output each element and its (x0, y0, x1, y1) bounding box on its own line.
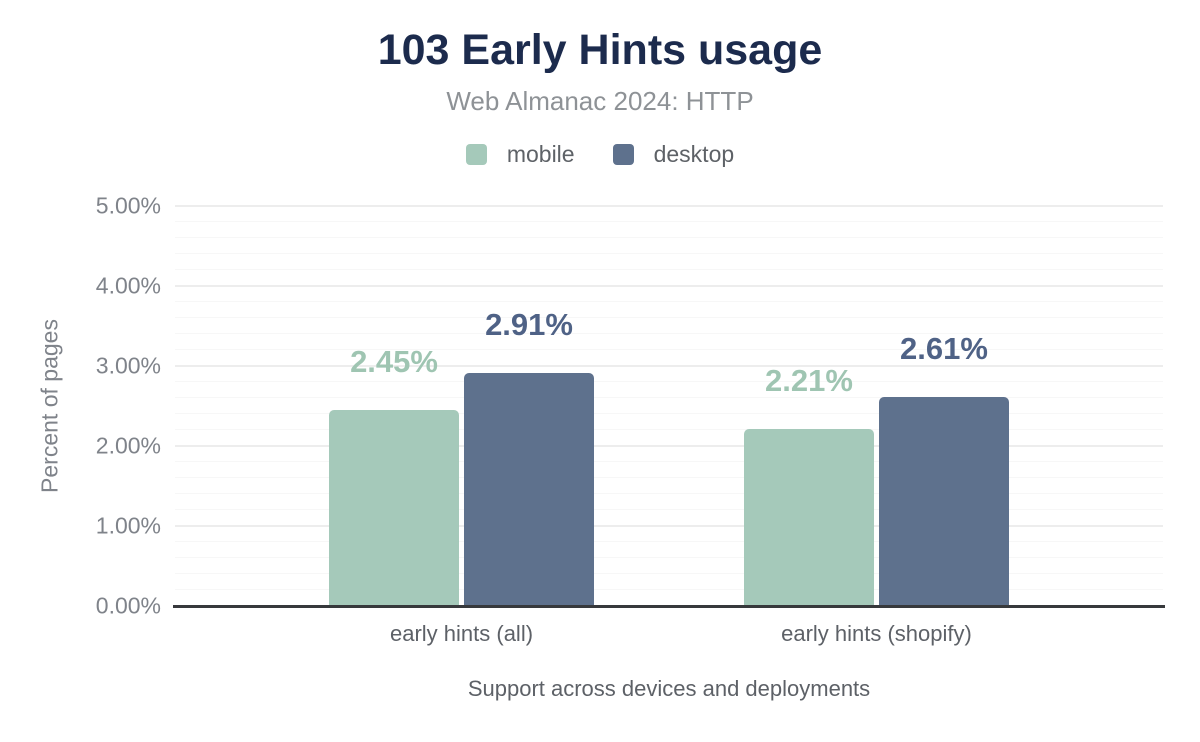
legend-item-mobile: mobile (465, 141, 575, 168)
legend-label-desktop: desktop (653, 141, 735, 167)
bar-mobile-1 (743, 429, 874, 606)
x-axis-title: Support across devices and deployments (467, 676, 871, 701)
y-axis-title: Percent of pages (36, 319, 63, 493)
gridline-major (175, 205, 1163, 207)
y-tick-label: 2.00% (95, 432, 161, 459)
bar-value-label-desktop-1: 2.61% (900, 331, 988, 367)
chart-title: 103 Early Hints usage (377, 26, 823, 74)
gridline-minor (175, 429, 1163, 430)
gridline-major (175, 365, 1163, 367)
gridline-minor (175, 253, 1163, 254)
gridline-minor (175, 221, 1163, 222)
gridline-minor (175, 477, 1163, 478)
bar-mobile-0 (329, 410, 460, 606)
gridline-minor (175, 413, 1163, 414)
y-tick-label: 3.00% (95, 352, 161, 379)
bar-desktop-0 (464, 373, 595, 606)
x-tick-label-0: early hints (all) (389, 621, 534, 646)
y-tick-label: 0.00% (95, 592, 161, 619)
gridline-minor (175, 573, 1163, 574)
y-tick-label: 1.00% (95, 512, 161, 539)
legend-swatch-desktop (612, 144, 634, 165)
bar-value-label-mobile-0: 2.45% (350, 344, 438, 379)
gridline-minor (175, 269, 1163, 270)
legend-item-desktop: desktop (612, 141, 735, 168)
legend-swatch-mobile (465, 144, 487, 165)
gridline-minor (175, 317, 1163, 318)
gridline-minor (175, 237, 1163, 238)
gridline-minor (175, 589, 1163, 590)
gridline-major (175, 525, 1163, 527)
gridline-major (175, 445, 1163, 447)
gridline-minor (175, 301, 1163, 302)
legend-label-mobile: mobile (506, 141, 575, 167)
gridline-minor (175, 493, 1163, 494)
gridline-major (175, 285, 1163, 287)
y-tick-label: 5.00% (95, 192, 161, 219)
x-tick-label-1: early hints (shopify) (781, 621, 972, 646)
x-axis-line (173, 605, 1165, 608)
gridline-minor (175, 541, 1163, 542)
gridline-minor (175, 381, 1163, 382)
gridline-minor (175, 557, 1163, 558)
gridline-minor (175, 349, 1163, 350)
chart-subtitle: Web Almanac 2024: HTTP (446, 86, 754, 116)
bar-value-label-desktop-0: 2.91% (485, 307, 573, 343)
bar-value-label-mobile-1: 2.21% (765, 363, 853, 399)
gridline-minor (175, 461, 1163, 462)
plot-area: 0.00% 1.00% 2.00% 3.00% 4.00% 5.00% 2.45% 2.91%… (96, 193, 1165, 646)
bar-desktop-1 (878, 397, 1009, 606)
gridline-minor (175, 333, 1163, 334)
gridline-minor (175, 397, 1163, 398)
gridline-minor (175, 509, 1163, 510)
legend: mobile desktop (0, 141, 1200, 168)
y-tick-label: 4.00% (95, 272, 161, 299)
